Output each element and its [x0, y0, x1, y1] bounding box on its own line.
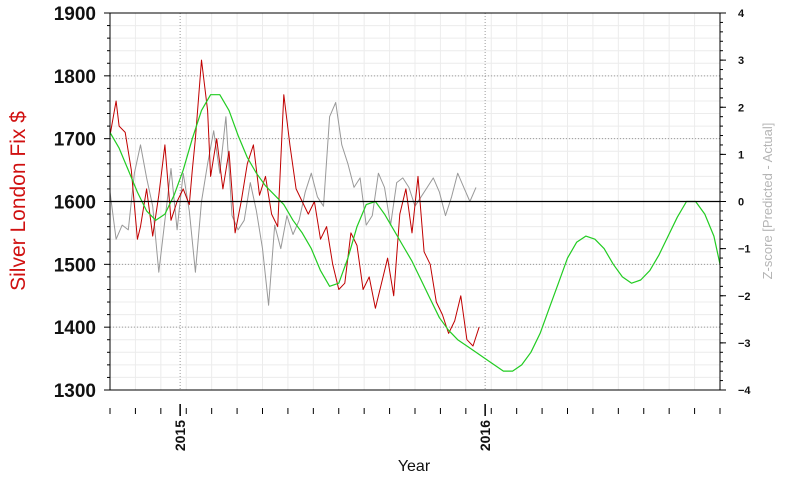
y2-tick-label: 3 [738, 55, 744, 67]
y-tick-label: 1400 [54, 318, 96, 339]
y-tick-label: 1500 [54, 255, 96, 276]
y2-tick-label: −2 [738, 291, 751, 303]
series-line-actual [109, 59, 480, 347]
minor-grid [109, 12, 721, 391]
y2-tick-label: −1 [738, 244, 751, 256]
y-axis-right: −4 −3 −2 −1 0 1 2 3 4 [720, 8, 751, 397]
series-layer [109, 59, 721, 372]
x-axis-label: Year [398, 458, 431, 475]
x-tick-label: 2016 [477, 420, 493, 451]
y-tick-label: 1700 [54, 130, 96, 151]
y2-tick-label: −4 [738, 385, 751, 397]
series-line-prediction [109, 94, 721, 372]
y2-tick-label: 4 [738, 8, 745, 20]
y-axis-label: Silver London Fix $ [7, 111, 30, 291]
y-axis-left: 1300 1400 1500 1600 1700 1800 1900 [54, 4, 110, 402]
y2-tick-label: 1 [738, 149, 744, 161]
x-tick-label: 2015 [172, 420, 188, 451]
y2-tick-label: −3 [738, 338, 751, 350]
y-tick-label: 1900 [54, 4, 96, 25]
x-axis: 2015 2016 [109, 404, 721, 451]
y2-tick-label: 2 [738, 102, 744, 114]
y-tick-label: 1300 [54, 381, 96, 402]
y-tick-label: 1600 [54, 193, 96, 214]
y2-axis-label: Z-score [Predicted - Actual] [760, 123, 775, 280]
y2-tick-label: 0 [738, 197, 744, 209]
y-tick-label: 1800 [54, 67, 96, 88]
